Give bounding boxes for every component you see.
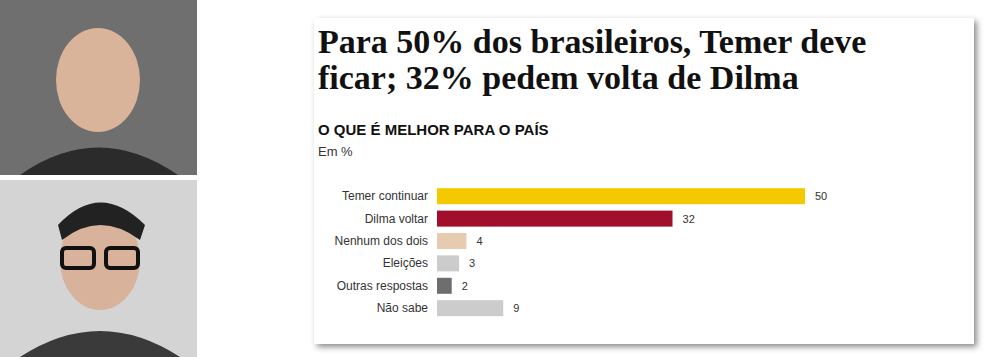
bar — [437, 233, 466, 249]
annotation: Em % — [318, 144, 353, 159]
photo-body — [20, 331, 180, 357]
data-label: 3 — [469, 257, 475, 269]
data-label: 32 — [683, 213, 695, 225]
chart: Temer continuar 50 Dilma voltar 32 Nenhum do… — [314, 18, 974, 344]
subtitle: O QUE É MELHOR PARA O PAÍS — [318, 121, 549, 138]
tick-label: Outras respostas — [337, 279, 428, 293]
bar — [437, 278, 452, 294]
tick-label: Dilma voltar — [365, 212, 428, 226]
labels: Temer continuar 50 Dilma voltar 32 Nenhum do… — [335, 189, 828, 315]
photo-glasses — [106, 248, 138, 268]
photo — [0, 0, 197, 175]
data-label: 2 — [462, 280, 468, 292]
photo-bg — [0, 180, 197, 357]
photo-bg — [0, 0, 197, 175]
data-label: 4 — [476, 235, 482, 247]
bar — [437, 211, 673, 227]
photo-face — [56, 28, 140, 132]
title: Para 50% dos brasileiros, Temer deve fic… — [318, 24, 878, 96]
tick-label: Não sabe — [377, 301, 429, 315]
bar — [437, 300, 503, 316]
tick-label: Nenhum dos dois — [335, 234, 428, 248]
data-label: 9 — [513, 302, 519, 314]
photo — [0, 180, 197, 357]
chart-panel: Para 50% dos brasileiros, Temer deve fic… — [314, 18, 974, 344]
bars — [437, 188, 805, 316]
tick-label: Temer continuar — [342, 189, 428, 203]
bar — [437, 188, 805, 204]
photo-hair — [58, 203, 145, 241]
tick-label: Eleições — [383, 256, 428, 270]
bar — [437, 255, 459, 271]
photo-glasses — [62, 248, 94, 268]
data-label: 50 — [815, 190, 827, 202]
page: Para 50% dos brasileiros, Temer deve fic… — [0, 0, 1000, 357]
photo-body — [20, 148, 178, 176]
